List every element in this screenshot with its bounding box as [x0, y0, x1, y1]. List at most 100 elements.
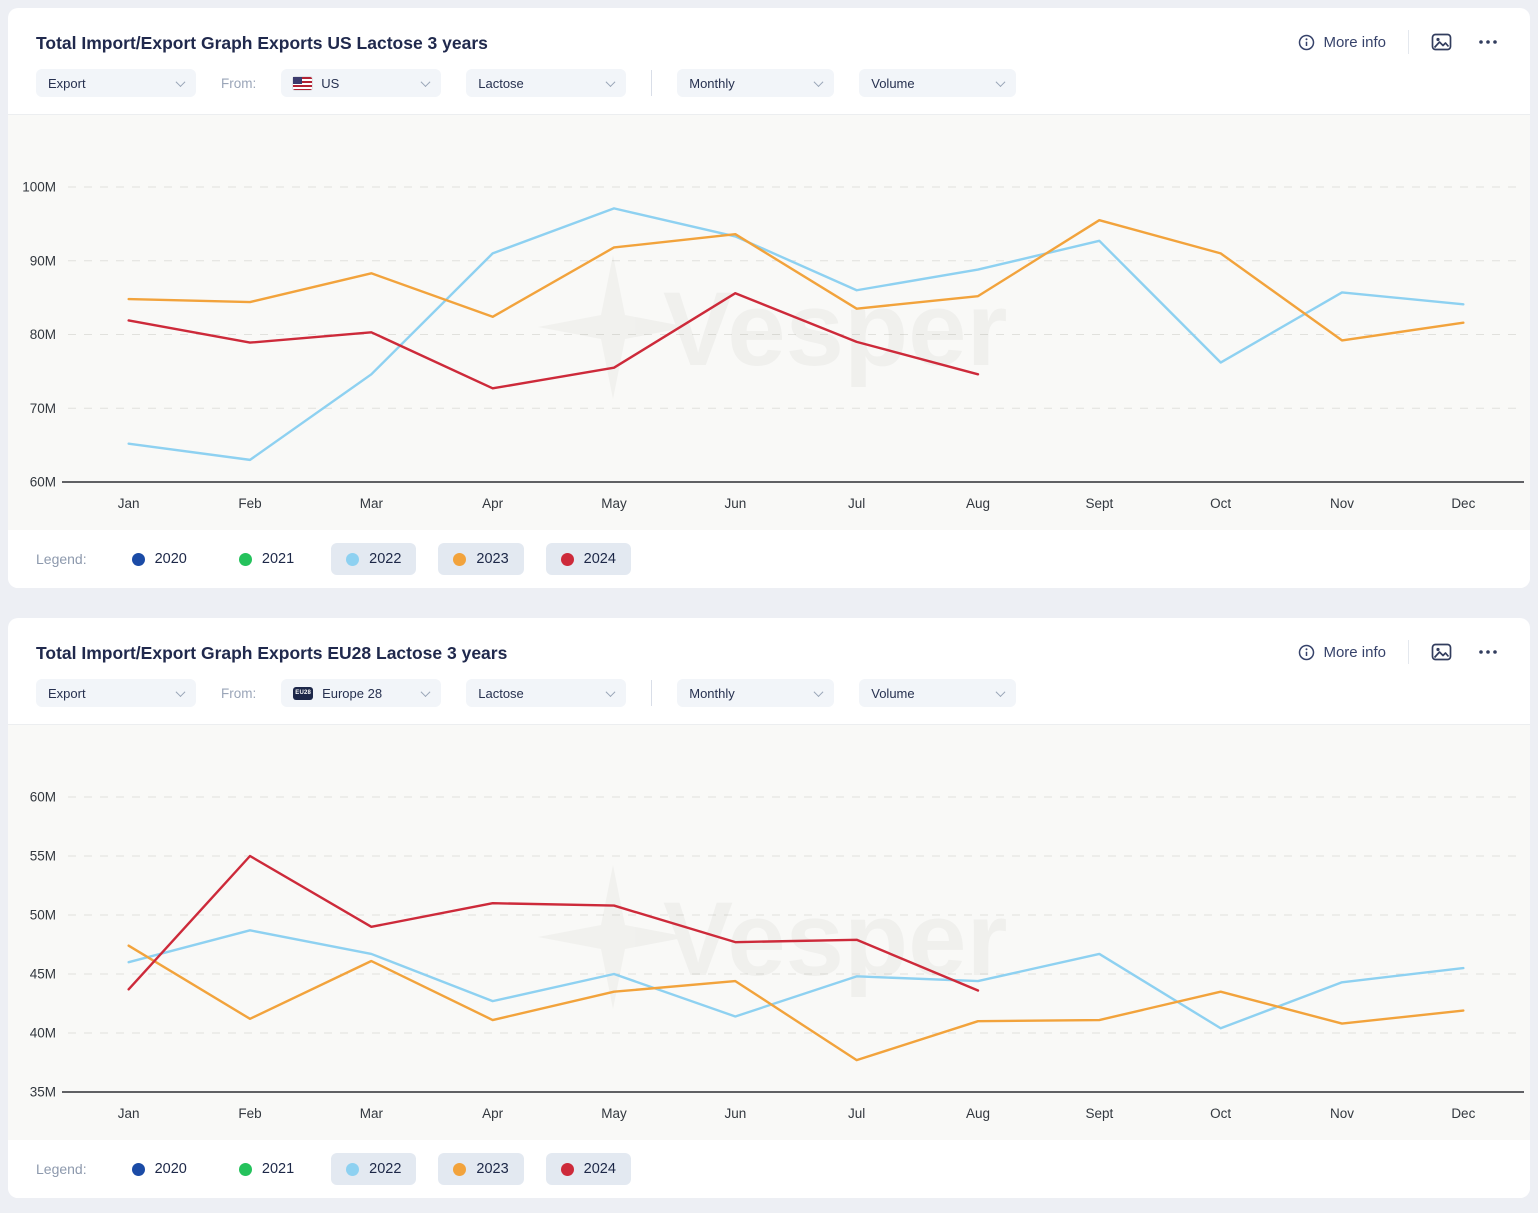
- filter-divider: [651, 70, 653, 96]
- svg-text:Feb: Feb: [238, 496, 261, 511]
- header-divider: [1408, 30, 1409, 54]
- measure-dropdown[interactable]: Volume: [859, 679, 1017, 707]
- chart-area: 35M40M45M50M55M60MVesperJanFebMarAprMayJ…: [8, 724, 1530, 1140]
- svg-text:May: May: [601, 1106, 627, 1121]
- svg-text:Jan: Jan: [118, 496, 140, 511]
- page-title: Total Import/Export Graph Exports EU28 L…: [36, 643, 508, 663]
- legend-item-2024[interactable]: 2024: [545, 543, 631, 575]
- svg-text:Aug: Aug: [966, 496, 990, 511]
- measure-value: Volume: [871, 685, 915, 701]
- svg-text:Jun: Jun: [724, 1106, 746, 1121]
- frequency-dropdown[interactable]: Monthly: [677, 69, 835, 97]
- legend-item-2020[interactable]: 2020: [117, 1153, 202, 1185]
- more-info-label: More info: [1323, 33, 1386, 51]
- flow-dropdown[interactable]: Export: [36, 679, 196, 707]
- legend-item-2022[interactable]: 2022: [331, 543, 417, 575]
- legend-dot: [453, 552, 467, 566]
- image-icon: [1431, 643, 1452, 661]
- legend-year: 2024: [583, 551, 616, 567]
- origin-dropdown[interactable]: US: [281, 69, 442, 97]
- flow-value: Export: [48, 75, 86, 91]
- product-dropdown[interactable]: Lactose: [466, 69, 627, 97]
- legend-year: 2023: [476, 1161, 509, 1177]
- legend-item-2020[interactable]: 2020: [117, 543, 202, 575]
- chevron-down-icon: [420, 686, 431, 697]
- measure-dropdown[interactable]: Volume: [859, 69, 1017, 97]
- svg-text:Vesper: Vesper: [663, 271, 1007, 388]
- legend-dot: [453, 1162, 467, 1176]
- legend-item-2022[interactable]: 2022: [331, 1153, 417, 1185]
- svg-text:70M: 70M: [30, 401, 56, 416]
- legend-year: 2020: [154, 1161, 187, 1177]
- svg-text:45M: 45M: [30, 967, 56, 982]
- svg-text:35M: 35M: [30, 1085, 56, 1100]
- svg-text:Jan: Jan: [118, 1106, 140, 1121]
- more-info-button[interactable]: More info: [1294, 642, 1390, 663]
- filter-row: Export From: US Lactose Monthly Volume: [8, 69, 1530, 97]
- svg-text:May: May: [601, 496, 627, 511]
- image-icon: [1431, 33, 1452, 51]
- svg-text:Aug: Aug: [966, 1106, 990, 1121]
- legend-year: 2022: [369, 1161, 402, 1177]
- origin-dropdown[interactable]: EU28 Europe 28: [281, 679, 442, 707]
- ellipsis-icon: [1478, 39, 1498, 45]
- more-info-label: More info: [1323, 643, 1386, 661]
- header-divider: [1408, 640, 1409, 664]
- product-dropdown[interactable]: Lactose: [466, 679, 627, 707]
- legend-dot: [131, 1162, 145, 1176]
- legend-item-2021[interactable]: 2021: [224, 1153, 309, 1185]
- chart-area: 60M 70M 80M 90M 100M Vesper Jan Feb Mar Apr May Jun…: [8, 114, 1530, 530]
- chevron-down-icon: [995, 686, 1006, 697]
- filter-row: Export From: EU28 Europe 28 Lactose Mont…: [8, 679, 1530, 707]
- chevron-down-icon: [995, 76, 1006, 87]
- svg-text:Nov: Nov: [1330, 496, 1354, 511]
- svg-text:Jun: Jun: [724, 496, 746, 511]
- svg-text:40M: 40M: [30, 1026, 56, 1041]
- legend-dot: [346, 1162, 360, 1176]
- us-line-chart: 60M 70M 80M 90M 100M Vesper Jan Feb Mar Apr May Jun…: [22, 180, 1524, 511]
- from-label: From:: [221, 75, 257, 91]
- svg-text:50M: 50M: [30, 908, 56, 923]
- legend-dot: [560, 552, 574, 566]
- chevron-down-icon: [420, 76, 431, 87]
- measure-value: Volume: [871, 75, 915, 91]
- chart-panel-us: Total Import/Export Graph Exports US Lac…: [8, 8, 1530, 588]
- legend-dot: [238, 552, 252, 566]
- export-image-button[interactable]: [1427, 641, 1456, 663]
- eu28-line-chart: 35M40M45M50M55M60MVesperJanFebMarAprMayJ…: [30, 790, 1524, 1121]
- us-flag-icon: [292, 75, 314, 91]
- legend-year: 2024: [583, 1161, 616, 1177]
- more-info-button[interactable]: More info: [1294, 32, 1390, 53]
- more-menu-button[interactable]: [1474, 647, 1502, 657]
- chart-panel-eu28: Total Import/Export Graph Exports EU28 L…: [8, 618, 1530, 1198]
- svg-text:Apr: Apr: [482, 496, 504, 511]
- legend-item-2023[interactable]: 2023: [438, 543, 524, 575]
- legend-item-2021[interactable]: 2021: [224, 543, 309, 575]
- more-menu-button[interactable]: [1474, 37, 1502, 47]
- legend-dot: [238, 1162, 252, 1176]
- info-icon: [1298, 644, 1315, 661]
- flow-value: Export: [48, 685, 86, 701]
- svg-text:Dec: Dec: [1451, 496, 1475, 511]
- frequency-dropdown[interactable]: Monthly: [677, 679, 835, 707]
- svg-text:Mar: Mar: [360, 1106, 384, 1121]
- chevron-down-icon: [813, 686, 824, 697]
- flow-dropdown[interactable]: Export: [36, 69, 196, 97]
- legend-year: 2021: [261, 551, 295, 567]
- legend-row: Legend: 2020 2021 2022 2023 2024: [8, 530, 1530, 588]
- legend-item-2023[interactable]: 2023: [438, 1153, 524, 1185]
- header-actions: More info: [1294, 640, 1502, 664]
- svg-text:Jul: Jul: [848, 496, 865, 511]
- svg-text:60M: 60M: [30, 790, 56, 805]
- origin-value: Europe 28: [322, 685, 383, 701]
- legend-item-2024[interactable]: 2024: [545, 1153, 631, 1185]
- legend-dot: [131, 552, 145, 566]
- svg-text:55M: 55M: [30, 849, 56, 864]
- chevron-down-icon: [605, 686, 616, 697]
- svg-text:Feb: Feb: [238, 1106, 261, 1121]
- svg-text:Sept: Sept: [1085, 496, 1113, 511]
- svg-text:Sept: Sept: [1085, 1106, 1113, 1121]
- export-image-button[interactable]: [1427, 31, 1456, 53]
- svg-text:Dec: Dec: [1451, 1106, 1475, 1121]
